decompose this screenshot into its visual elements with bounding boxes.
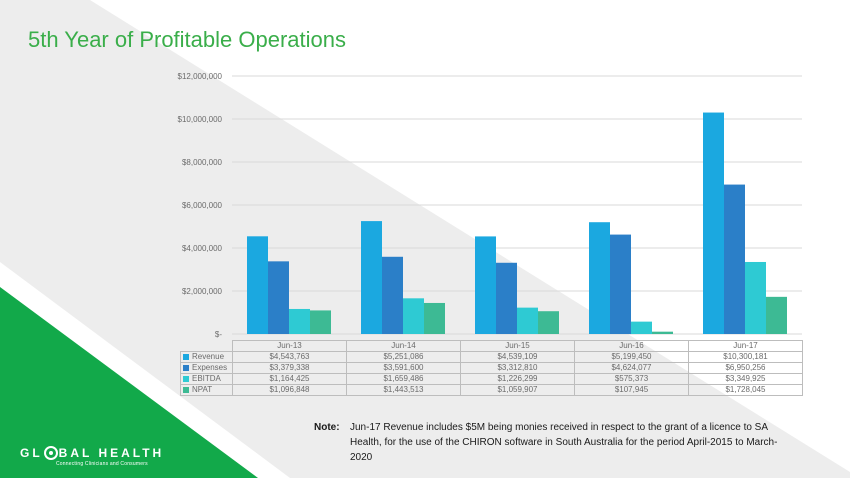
bar-revenue xyxy=(703,112,724,334)
legend-swatch-revenue xyxy=(183,353,189,360)
table-cell: $4,543,763 xyxy=(232,351,347,363)
logo-o-icon xyxy=(43,446,58,460)
table-cell: $3,591,600 xyxy=(346,362,461,374)
note-label: Note: xyxy=(314,422,340,433)
bar-revenue xyxy=(589,222,610,334)
bar-expenses xyxy=(268,261,289,334)
bar-expenses xyxy=(382,256,403,334)
series-label-cell: NPAT xyxy=(180,384,233,396)
table-cell: $107,945 xyxy=(574,384,689,396)
bar-expenses xyxy=(724,184,745,334)
table-cell: $1,659,486 xyxy=(346,373,461,385)
series-name: Expenses xyxy=(192,363,228,372)
table-row-npat: NPAT $1,096,848 $1,443,513 $1,059,907 $1… xyxy=(180,384,803,396)
footnote: Note: Jun-17 Revenue includes $5M being … xyxy=(314,420,794,465)
category-header-cell: Jun-15 xyxy=(460,340,575,352)
table-cell: $3,349,925 xyxy=(688,373,803,385)
bar-ebitda xyxy=(517,307,538,334)
bar-revenue xyxy=(361,221,382,334)
category-header-cell: Jun-16 xyxy=(574,340,689,352)
bar-revenue xyxy=(247,236,268,334)
table-cell: $1,164,425 xyxy=(232,373,347,385)
table-cell: $6,950,256 xyxy=(688,362,803,374)
legend-swatch-npat xyxy=(183,386,189,393)
y-tick-label: $- xyxy=(215,330,222,339)
table-row-revenue: Revenue $4,543,763 $5,251,086 $4,539,109… xyxy=(180,351,803,363)
table-cell: $5,199,450 xyxy=(574,351,689,363)
slide-title: 5th Year of Profitable Operations xyxy=(28,27,346,52)
legend-swatch-ebitda xyxy=(183,375,189,382)
table-cell: $5,251,086 xyxy=(346,351,461,363)
global-health-logo: GL BAL HEALTH Connecting Clinicians and … xyxy=(20,446,164,467)
category-header-cell: Jun-17 xyxy=(688,340,803,352)
bar-npat xyxy=(310,310,331,334)
series-label-cell: Expenses xyxy=(180,362,233,374)
bar-ebitda xyxy=(403,298,424,334)
table-cell: $3,312,810 xyxy=(460,362,575,374)
y-tick-label: $2,000,000 xyxy=(182,287,223,296)
table-cell: $3,379,338 xyxy=(232,362,347,374)
series-name: EBITDA xyxy=(192,374,221,383)
bar-ebitda xyxy=(745,261,766,334)
table-cell: $1,443,513 xyxy=(346,384,461,396)
y-tick-label: $12,000,000 xyxy=(178,72,223,81)
logo-tagline: Connecting Clinicians and Consumers xyxy=(56,461,148,467)
bar-ebitda xyxy=(289,308,310,334)
table-cell: $1,059,907 xyxy=(460,384,575,396)
table-cell: $10,300,181 xyxy=(688,351,803,363)
table-cell: $4,539,109 xyxy=(460,351,575,363)
table-cell: $1,728,045 xyxy=(688,384,803,396)
table-cell: $1,096,848 xyxy=(232,384,347,396)
table-cell: $4,624,077 xyxy=(574,362,689,374)
y-tick-label: $4,000,000 xyxy=(182,244,223,253)
y-tick-label: $6,000,000 xyxy=(182,201,223,210)
series-label-cell: Revenue xyxy=(180,351,233,363)
bar-expenses xyxy=(610,234,631,334)
series-name: NPAT xyxy=(192,385,213,394)
bar-revenue xyxy=(475,236,496,334)
table-header-row: Jun-13 Jun-14 Jun-15 Jun-16 Jun-17 xyxy=(180,340,803,352)
table-row-expenses: Expenses $3,379,338 $3,591,600 $3,312,81… xyxy=(180,362,803,374)
bar-expenses xyxy=(496,262,517,334)
bar-npat xyxy=(652,331,673,334)
series-label-cell: EBITDA xyxy=(180,373,233,385)
chart-data-table: Jun-13 Jun-14 Jun-15 Jun-16 Jun-17 Reven… xyxy=(180,340,803,396)
bar-ebitda xyxy=(631,321,652,334)
logo-wordmark: GL BAL HEALTH xyxy=(20,446,164,460)
table-corner-cell xyxy=(180,340,233,352)
bar-npat xyxy=(766,296,787,334)
bar-npat xyxy=(538,311,559,334)
logo-name-right: BAL HEALTH xyxy=(58,446,165,460)
background-green-triangle xyxy=(0,287,258,478)
y-tick-label: $10,000,000 xyxy=(178,115,223,124)
legend-swatch-expenses xyxy=(183,364,189,371)
y-tick-label: $8,000,000 xyxy=(182,158,223,167)
table-cell: $575,373 xyxy=(574,373,689,385)
category-header-cell: Jun-13 xyxy=(232,340,347,352)
table-row-ebitda: EBITDA $1,164,425 $1,659,486 $1,226,299 … xyxy=(180,373,803,385)
note-text: Jun-17 Revenue includes $5M being monies… xyxy=(350,422,778,463)
logo-name-left: GL xyxy=(20,446,43,460)
table-cell: $1,226,299 xyxy=(460,373,575,385)
category-header-cell: Jun-14 xyxy=(346,340,461,352)
series-name: Revenue xyxy=(192,352,225,361)
bar-npat xyxy=(424,302,445,334)
